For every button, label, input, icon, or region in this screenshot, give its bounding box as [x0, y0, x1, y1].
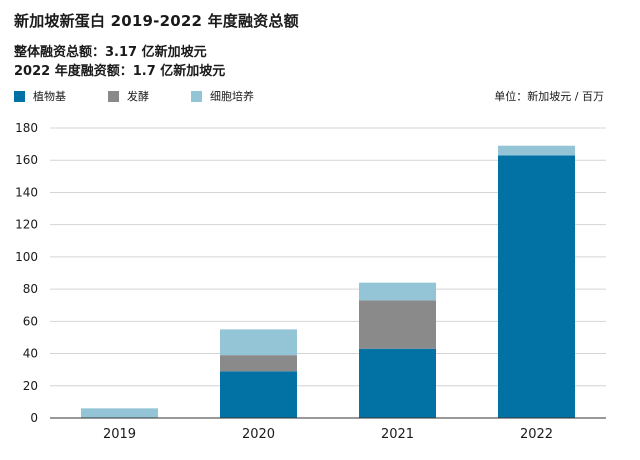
- x-tick-label-2022: 2022: [520, 427, 553, 442]
- x-tick-label-2020: 2020: [242, 427, 275, 442]
- bar-cell-2021: [359, 282, 436, 301]
- legend-item-ferment: 发酵: [108, 88, 149, 104]
- y-tick-label-120: 120: [15, 218, 38, 232]
- legend-swatch-cell: [191, 90, 202, 102]
- y-tick-label-40: 40: [23, 347, 38, 361]
- bar-plant-2020: [220, 371, 297, 418]
- y-tick-label-0: 0: [30, 411, 38, 425]
- y-tick-label-160: 160: [15, 153, 38, 167]
- bar-plant-2021: [359, 348, 436, 418]
- legend-swatch-ferment: [108, 90, 119, 102]
- bar-ferment-2020: [220, 355, 297, 372]
- x-tick-label-2019: 2019: [103, 427, 136, 442]
- y-tick-label-20: 20: [23, 379, 38, 393]
- bar-cell-2022: [498, 145, 575, 156]
- subtitle-2022-funding: 2022 年度融资额：1.7 亿新加坡元: [14, 64, 226, 79]
- bar-cell-2019: [81, 408, 158, 418]
- y-tick-label-80: 80: [23, 282, 38, 296]
- bar-ferment-2021: [359, 300, 436, 349]
- y-tick-label-180: 180: [15, 121, 38, 135]
- legend-label-plant: 植物基: [33, 90, 66, 103]
- x-tick-label-2021: 2021: [381, 427, 414, 442]
- y-tick-label-140: 140: [15, 185, 38, 199]
- legend-item-plant: 植物基: [14, 88, 66, 104]
- chart-legend: 植物基 发酵 细胞培养: [14, 88, 296, 104]
- legend-item-cell: 细胞培养: [191, 88, 254, 104]
- y-tick-label-60: 60: [23, 314, 38, 328]
- legend-label-ferment: 发酵: [127, 90, 149, 103]
- legend-label-cell: 细胞培养: [210, 90, 254, 103]
- subtitle-total-funding: 整体融资总额：3.17 亿新加坡元: [14, 45, 207, 60]
- chart-title: 新加坡新蛋白 2019-2022 年度融资总额: [14, 12, 299, 30]
- bar-cell-2020: [220, 329, 297, 356]
- y-tick-label-100: 100: [15, 250, 38, 264]
- unit-label: 单位：新加坡元 / 百万: [494, 90, 604, 103]
- legend-swatch-plant: [14, 90, 25, 102]
- bar-plant-2022: [498, 155, 575, 418]
